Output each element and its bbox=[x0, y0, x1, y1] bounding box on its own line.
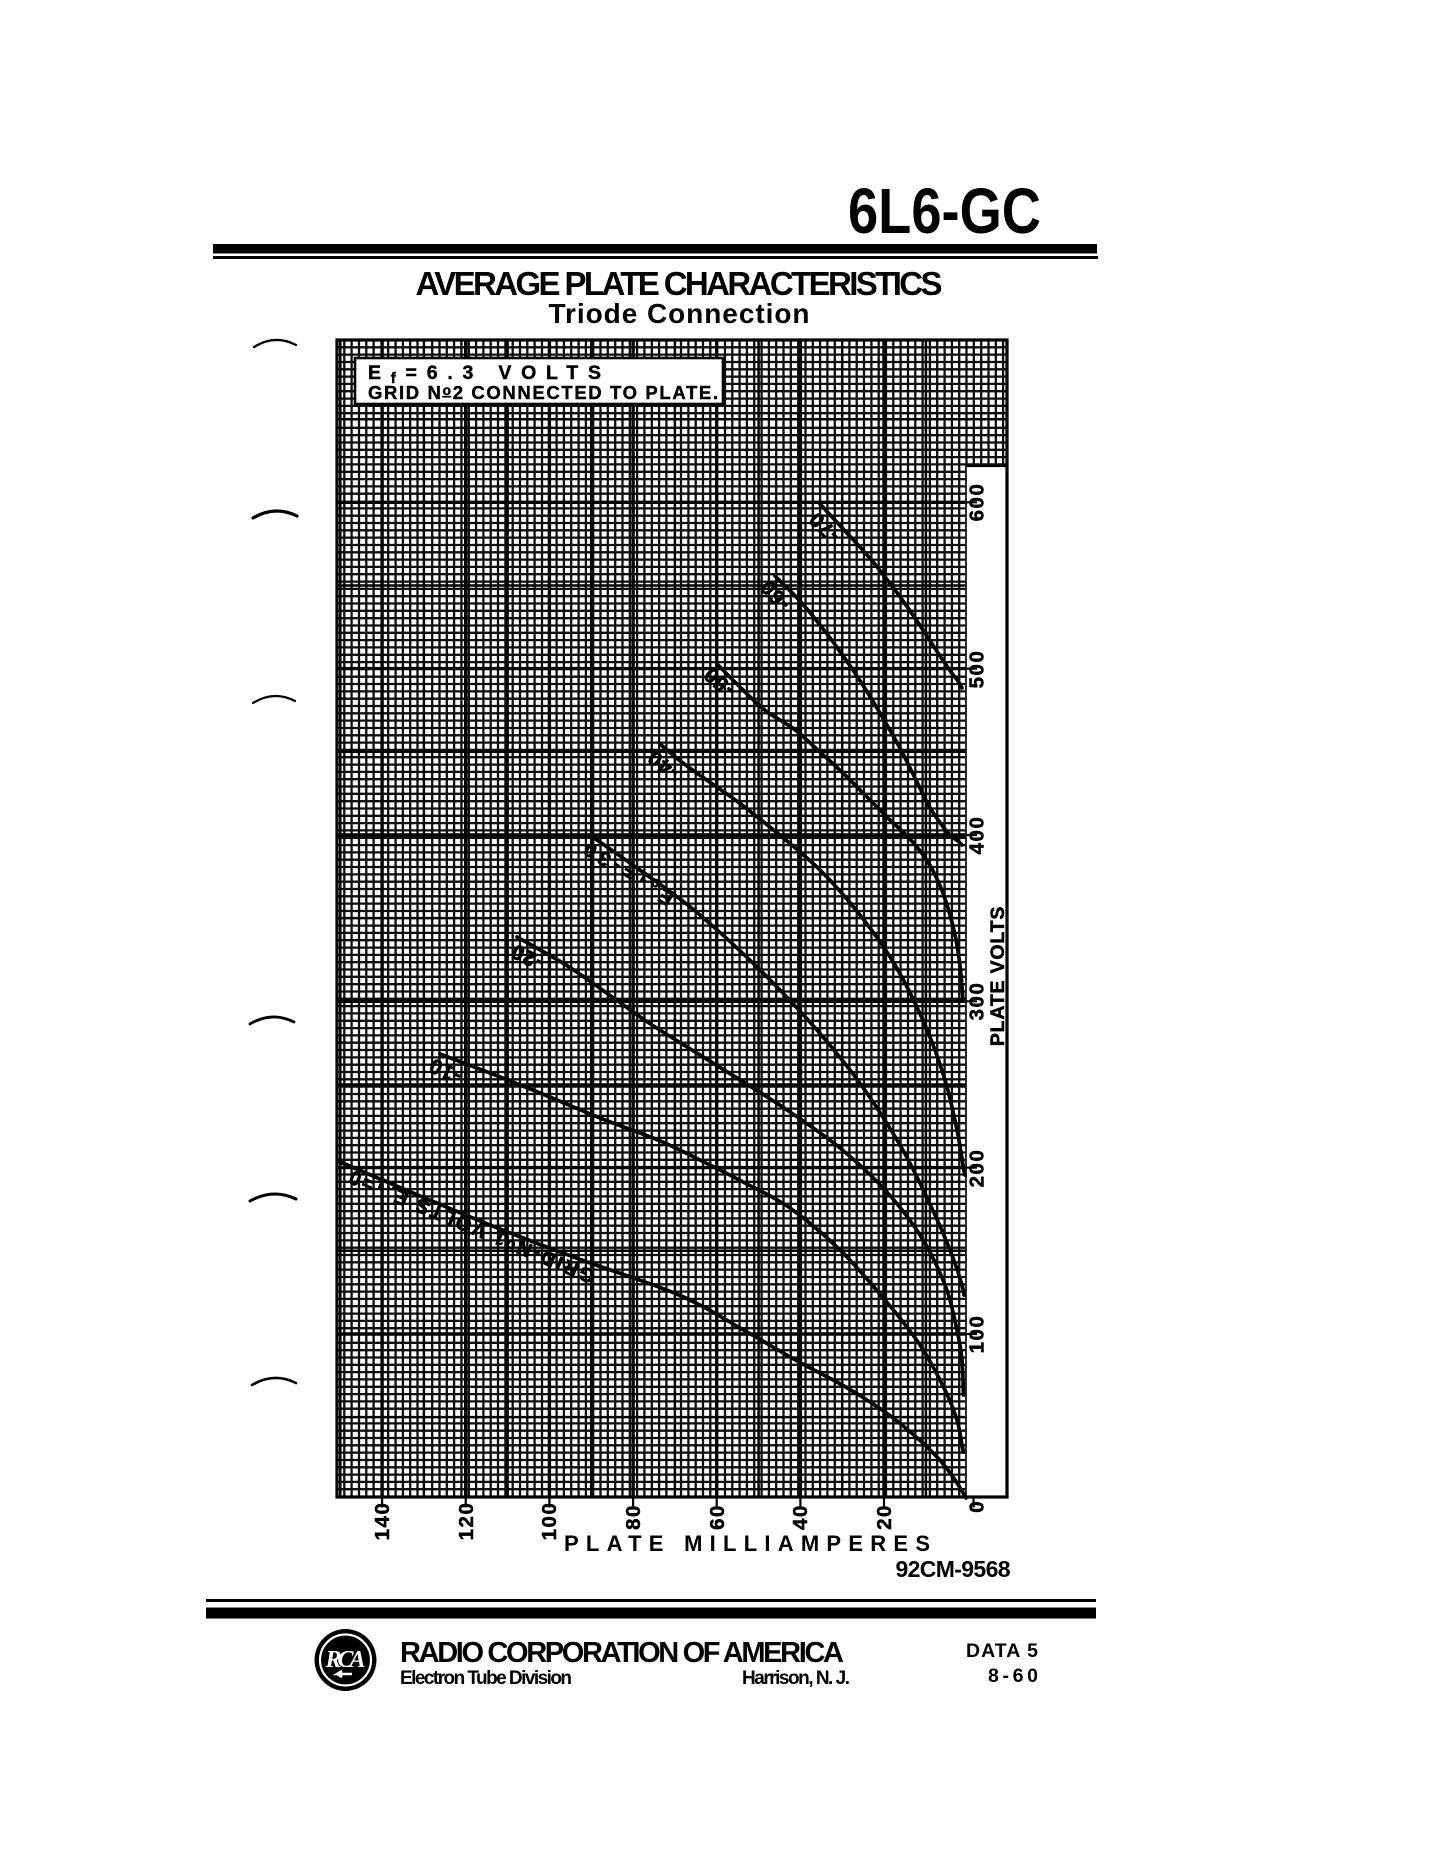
svg-text:500: 500 bbox=[966, 650, 989, 689]
svg-text:-70: -70 bbox=[804, 507, 844, 547]
svg-text:20: 20 bbox=[873, 1504, 896, 1530]
svg-text:400: 400 bbox=[966, 816, 989, 855]
svg-text:RADIO CORPORATION OF AMERICA: RADIO CORPORATION OF AMERICA bbox=[400, 1637, 844, 1669]
svg-text:300: 300 bbox=[966, 982, 989, 1021]
svg-text:Electron Tube Division: Electron Tube Division bbox=[400, 1668, 572, 1689]
svg-text:80: 80 bbox=[622, 1504, 645, 1530]
svg-text:40: 40 bbox=[789, 1504, 812, 1530]
svg-text:AVERAGE PLATE CHARACTERISTICS: AVERAGE PLATE CHARACTERISTICS bbox=[416, 265, 943, 302]
svg-text:DATA 5: DATA 5 bbox=[966, 1640, 1038, 1662]
svg-text:120: 120 bbox=[455, 1502, 478, 1541]
svg-text:60: 60 bbox=[706, 1504, 729, 1530]
svg-text:Harrison, N. J.: Harrison, N. J. bbox=[742, 1668, 850, 1689]
svg-text:PLATE MILLIAMPERES: PLATE MILLIAMPERES bbox=[564, 1531, 930, 1556]
svg-text:RCA: RCA bbox=[325, 1647, 366, 1673]
svg-text:92CM-9568: 92CM-9568 bbox=[896, 1556, 1011, 1582]
svg-text:GRID No2 CONNECTED TO PLATE.: GRID No2 CONNECTED TO PLATE. bbox=[368, 382, 718, 403]
svg-text:600: 600 bbox=[966, 483, 989, 522]
svg-text:100: 100 bbox=[966, 1315, 989, 1354]
svg-text:Triode Connection: Triode Connection bbox=[549, 298, 810, 329]
svg-text:PLATE VOLTS: PLATE VOLTS bbox=[987, 906, 1009, 1046]
svg-text:140: 140 bbox=[371, 1502, 394, 1541]
svg-text:200: 200 bbox=[966, 1149, 989, 1188]
svg-text:8-60: 8-60 bbox=[988, 1665, 1038, 1687]
svg-text:0: 0 bbox=[966, 1501, 989, 1512]
svg-text:100: 100 bbox=[538, 1502, 561, 1541]
svg-text:6L6-GC: 6L6-GC bbox=[848, 175, 1041, 247]
